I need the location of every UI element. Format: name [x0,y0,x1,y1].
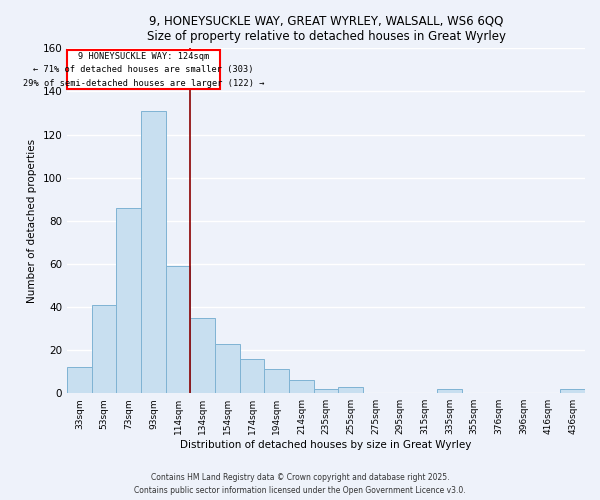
Y-axis label: Number of detached properties: Number of detached properties [27,138,37,303]
Bar [338,386,363,393]
Bar [215,344,240,393]
Title: 9, HONEYSUCKLE WAY, GREAT WYRLEY, WALSALL, WS6 6QQ
Size of property relative to : 9, HONEYSUCKLE WAY, GREAT WYRLEY, WALSAL… [146,15,506,43]
Bar [314,389,338,393]
Bar [67,50,220,90]
Bar [67,368,92,393]
Bar [116,208,141,393]
Bar [141,111,166,393]
Bar [265,370,289,393]
Bar [560,389,585,393]
Text: Contains HM Land Registry data © Crown copyright and database right 2025.
Contai: Contains HM Land Registry data © Crown c… [134,474,466,495]
X-axis label: Distribution of detached houses by size in Great Wyrley: Distribution of detached houses by size … [181,440,472,450]
Text: 9 HONEYSUCKLE WAY: 124sqm
← 71% of detached houses are smaller (303)
29% of semi: 9 HONEYSUCKLE WAY: 124sqm ← 71% of detac… [23,52,265,88]
Bar [190,318,215,393]
Bar [92,305,116,393]
Bar [240,358,265,393]
Bar [437,389,461,393]
Bar [166,266,190,393]
Bar [289,380,314,393]
